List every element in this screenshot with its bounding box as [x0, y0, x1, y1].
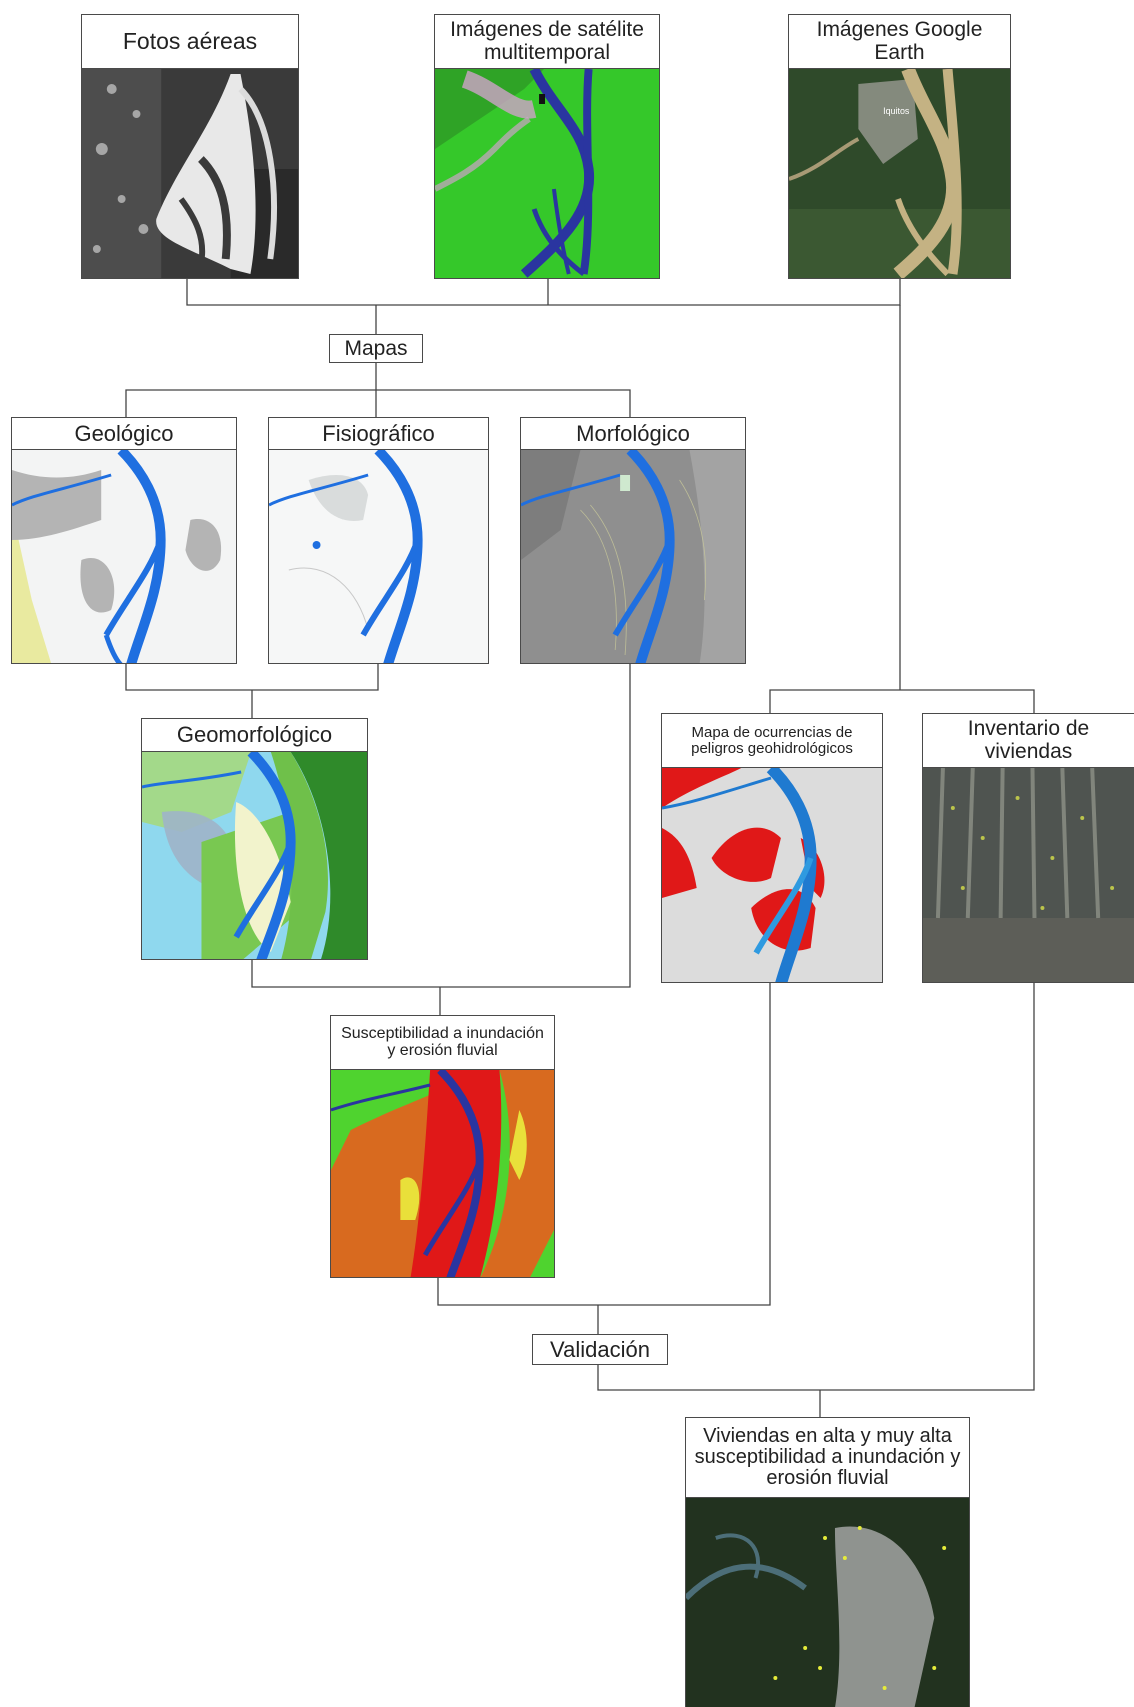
ocurrencias-card: Mapa de ocurrencias de peligros geohidro… [661, 713, 883, 983]
geomorphologic-map-image [142, 752, 367, 959]
ocurrencias-title: Mapa de ocurrencias de peligros geohidro… [662, 714, 882, 768]
fotos-aereas-card: Fotos aéreas [81, 14, 299, 279]
geologic-map-image [12, 450, 236, 663]
google-earth-card: Imágenes Google Earth Iquitos [788, 14, 1011, 279]
google-earth-title: Imágenes Google Earth [789, 15, 1010, 69]
satellite-image [435, 69, 659, 278]
mapas-label: Mapas [329, 334, 423, 363]
hazard-occurrence-map-image [662, 768, 882, 982]
geomorfologico-title: Geomorfológico [142, 719, 367, 752]
satellite-images-title: Imágenes de satélite multitemporal [435, 15, 659, 69]
susceptibilidad-title: Susceptibilidad a inundación y erosión f… [331, 1016, 554, 1070]
iquitos-label: Iquitos [883, 106, 910, 116]
google-earth-image: Iquitos [789, 69, 1010, 278]
viviendas-title: Viviendas en alta y muy alta susceptibil… [686, 1418, 969, 1498]
susceptibilidad-card: Susceptibilidad a inundación y erosión f… [330, 1015, 555, 1278]
housing-inventory-image [923, 768, 1134, 982]
fisiografico-card: Fisiográfico [268, 417, 489, 664]
geologico-title: Geológico [12, 418, 236, 450]
aerial-photo-image [82, 69, 298, 278]
susceptibility-map-image [331, 1070, 554, 1277]
physiographic-map-image [269, 450, 488, 663]
fotos-aereas-title: Fotos aéreas [82, 15, 298, 69]
housing-susceptibility-image [686, 1498, 969, 1707]
viviendas-card: Viviendas en alta y muy alta susceptibil… [685, 1417, 970, 1707]
morphologic-map-image [521, 450, 745, 663]
morfologico-card: Morfológico [520, 417, 746, 664]
geomorfologico-card: Geomorfológico [141, 718, 368, 960]
inventario-title: Inventario de viviendas [923, 714, 1134, 768]
morfologico-title: Morfológico [521, 418, 745, 450]
validacion-label: Validación [532, 1334, 668, 1365]
inventario-card: Inventario de viviendas [922, 713, 1134, 983]
geologico-card: Geológico [11, 417, 237, 664]
fisiografico-title: Fisiográfico [269, 418, 488, 450]
satellite-images-card: Imágenes de satélite multitemporal [434, 14, 660, 279]
